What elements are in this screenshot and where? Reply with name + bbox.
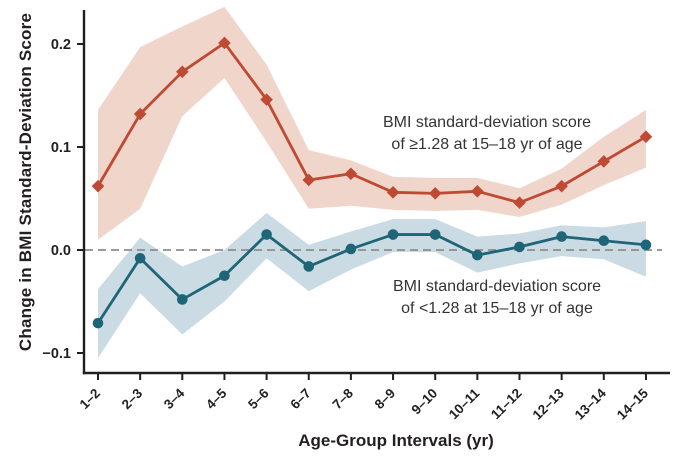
data-point-diamond-high-group [513,196,526,209]
confidence-band-high-group [98,6,646,240]
series-line-high-group [96,41,647,205]
data-point-diamond-high-group [133,107,147,121]
data-point-diamond-high-group [428,187,442,200]
data-point-circle-low-group [219,270,230,282]
x-tick-label: 7–8 [329,385,356,412]
y-tick-label: −0.1 [42,346,71,362]
x-tick-label: 4–5 [203,385,230,412]
data-point-diamond-high-group [639,130,653,143]
x-tick-label: 12–13 [530,385,567,422]
data-point-circle-low-group [598,235,610,247]
data-point-circle-low-group [472,249,483,261]
annotation-low-bmi-group: BMI standard-deviation score of <1.28 at… [393,276,601,320]
data-point-circle-low-group [514,241,525,253]
data-point-circle-low-group [134,252,146,264]
data-point-diamond-high-group [260,93,273,106]
data-point-circle-low-group [261,229,272,240]
data-point-circle-low-group [429,229,441,240]
x-tick-label: 5–6 [245,385,272,412]
x-tick-label: 10–11 [446,385,483,422]
annotation-high-bmi-line1: BMI standard-deviation score [382,114,592,131]
x-tick-label: 3–4 [161,385,188,412]
annotation-low-bmi-line1: BMI standard-deviation score [392,278,602,295]
data-point-diamond-high-group [555,179,568,193]
x-tick-label: 6–7 [287,386,314,413]
data-point-diamond-high-group [344,167,358,181]
x-tick-label: 9–10 [408,386,440,418]
data-point-circle-low-group [387,229,399,240]
x-tick-label: 1–2 [77,386,104,413]
annotation-high-bmi-group: BMI standard-deviation score of ≥1.28 at… [383,112,591,156]
y-tick-label: 0.0 [51,243,71,259]
annotation-low-bmi-line2: of <1.28 at 15–18 yr of age [401,300,593,317]
data-point-circle-low-group [640,239,652,251]
series-line-low-group [96,233,647,324]
data-point-circle-low-group [556,231,567,242]
x-tick-label: 8–9 [372,386,399,413]
data-point-circle-low-group [303,261,315,272]
y-tick-label: 0.1 [51,140,71,156]
data-point-diamond-high-group [91,179,105,193]
data-point-diamond-high-group [471,184,484,198]
data-point-diamond-high-group [302,173,316,187]
data-point-diamond-high-group [597,155,611,168]
x-tick-label: 14–15 [614,385,651,422]
data-point-circle-low-group [177,294,188,305]
x-tick-label: 13–14 [572,385,609,422]
data-point-circle-low-group [345,243,357,255]
data-point-diamond-high-group [218,36,231,50]
x-tick-label: 2–3 [119,385,146,412]
x-tick-label: 11–12 [488,386,525,423]
data-point-diamond-high-group [386,186,400,199]
data-point-diamond-high-group [176,65,189,79]
x-axis-title: Age-Group Intervals (yr) [298,431,494,450]
y-tick-label: 0.2 [51,37,71,53]
annotation-high-bmi-line2: of ≥1.28 at 15–18 yr of age [391,136,583,153]
data-point-circle-low-group [92,317,104,329]
y-axis-title: Change in BMI Standard-Deviation Score [16,12,35,352]
